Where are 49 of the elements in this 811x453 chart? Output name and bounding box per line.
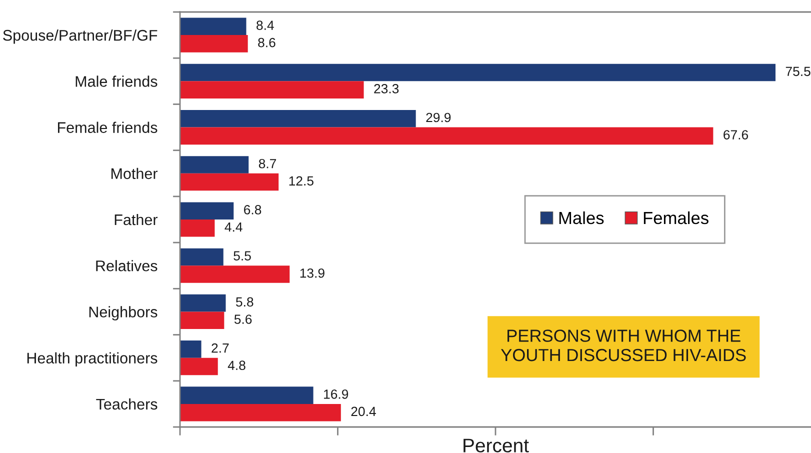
data-label: 5.5 xyxy=(234,251,251,261)
bar xyxy=(180,312,224,330)
bar xyxy=(180,404,341,422)
data-label: 13.9 xyxy=(300,268,324,278)
bar xyxy=(180,386,314,404)
bar xyxy=(180,18,246,36)
bar xyxy=(180,35,248,52)
y-tick-label: Teachers xyxy=(96,398,158,410)
bar xyxy=(180,81,364,98)
bar xyxy=(180,294,226,312)
data-label: 16.9 xyxy=(324,389,348,399)
bar xyxy=(180,340,202,358)
data-label: 29.9 xyxy=(426,112,451,122)
bar xyxy=(180,220,215,237)
bar xyxy=(180,127,714,145)
bar xyxy=(180,173,279,191)
data-label: 67.6 xyxy=(724,130,748,140)
bar xyxy=(180,266,290,283)
data-label: 8.6 xyxy=(258,38,276,48)
y-tick-label: Mother xyxy=(111,168,158,180)
bar xyxy=(180,248,224,266)
legend-label: Females xyxy=(644,211,708,224)
bar xyxy=(180,110,416,128)
y-tick-label: Female friends xyxy=(58,122,158,133)
y-tick-label: Relatives xyxy=(96,260,158,272)
y-tick-label: Spouse/Partner/BF/GF xyxy=(3,30,158,44)
text: PERSONS WITH WHOM THE YOUTH DISCUSSED HIV-AIDS xyxy=(500,330,746,362)
bar xyxy=(180,64,776,82)
data-label: 6.8 xyxy=(244,205,262,214)
y-tick-label: Male friends xyxy=(76,76,158,87)
data-label: 5.8 xyxy=(236,297,254,307)
data-label: 20.4 xyxy=(351,406,376,416)
data-label: 4.8 xyxy=(228,360,246,370)
y-tick-label: Health practitioners xyxy=(27,352,158,367)
data-label: 8.4 xyxy=(256,20,274,30)
y-tick-label: Neighbors xyxy=(89,306,158,320)
data-label: 12.5 xyxy=(289,176,314,186)
legend-label: Males xyxy=(559,211,604,224)
data-label: 75.5 xyxy=(786,66,810,76)
data-label: 2.7 xyxy=(212,343,229,353)
bar xyxy=(180,358,218,376)
data-label: 4.4 xyxy=(224,222,242,232)
y-tick-label: Father xyxy=(114,214,158,226)
data-label: 5.6 xyxy=(234,314,252,324)
bar xyxy=(180,156,249,174)
data-label: 8.7 xyxy=(258,158,276,168)
data-label: 23.3 xyxy=(374,84,399,94)
bar xyxy=(180,202,234,220)
x-axis-title: Percent xyxy=(464,438,529,452)
